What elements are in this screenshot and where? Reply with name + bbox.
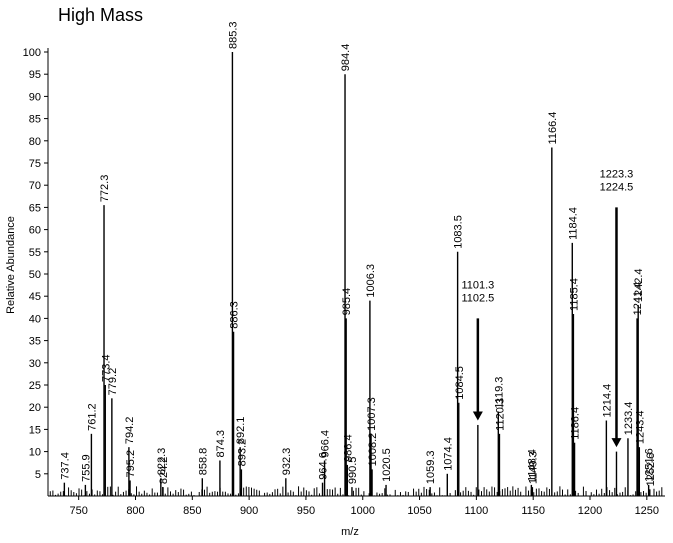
peak-label: 1120.3 <box>494 398 506 431</box>
y-tick-label: 15 <box>29 424 41 436</box>
peak-label: 1059.3 <box>425 450 437 484</box>
peak-label: 1007.3 <box>366 397 378 431</box>
x-tick-label: 1250 <box>635 505 659 517</box>
y-tick-label: 40 <box>29 313 41 325</box>
peak-label: 986.4 <box>342 434 354 462</box>
peak-label: 886.3 <box>229 301 241 329</box>
y-tick-label: 45 <box>29 291 41 303</box>
y-tick-label: 70 <box>29 180 41 192</box>
peak-label: 761.2 <box>86 403 98 431</box>
y-tick-label: 30 <box>29 358 41 370</box>
y-tick-label: 50 <box>29 269 41 281</box>
peak-label: 1252.6 <box>645 453 657 487</box>
peak-label: 1251.6 <box>644 448 656 482</box>
y-tick-label: 65 <box>29 202 41 214</box>
peak-label: 932.3 <box>281 448 293 476</box>
peak-label: 772.3 <box>99 175 111 203</box>
arrow-head <box>611 438 622 448</box>
peak-label: 822.3 <box>156 448 168 476</box>
y-tick-label: 80 <box>29 136 41 148</box>
peak-label: 984.4 <box>340 44 352 72</box>
peak-label: 1166.4 <box>547 112 559 145</box>
x-tick-label: 1100 <box>465 505 489 517</box>
y-tick-label: 5 <box>35 469 41 481</box>
peak-label: 795.2 <box>125 450 137 478</box>
peak-label: 966.4 <box>320 430 332 458</box>
x-tick-label: 1000 <box>351 505 375 517</box>
y-tick-label: 90 <box>29 91 41 103</box>
y-tick-label: 95 <box>29 69 41 81</box>
peak-label: 885.3 <box>227 21 239 49</box>
peak-label: 990.5 <box>347 457 359 485</box>
peak-label: 964.6 <box>318 452 330 480</box>
peak-label: 1020.5 <box>381 448 393 482</box>
peak-label: 779.2 <box>107 368 119 396</box>
x-tick-label: 900 <box>240 505 258 517</box>
y-tick-label: 25 <box>29 380 41 392</box>
peak-label: 874.3 <box>215 430 227 458</box>
peak-label: 1223.3 1224.5 <box>600 168 634 193</box>
peak-label: 1101.3 1102.5 <box>461 279 494 304</box>
y-tick-label: 75 <box>29 158 41 170</box>
x-tick-label: 750 <box>69 505 87 517</box>
peak-label: 794.2 <box>124 417 136 445</box>
peak-label: 1233.4 <box>623 402 635 436</box>
x-tick-label: 1150 <box>521 505 545 517</box>
peak-label: 824.2 <box>158 457 170 485</box>
plot-area: 5 10 15 20 25 30 35 40 45 50 55 60 65 70 75 80 85 90 95 100… <box>23 21 665 517</box>
peak-label: 1084.5 <box>454 366 466 400</box>
y-tick-label: 10 <box>29 447 41 459</box>
x-tick-label: 1050 <box>407 505 431 517</box>
peak-label: 773.4 <box>100 354 112 382</box>
y-tick-label: 85 <box>29 114 41 126</box>
x-tick-label: 850 <box>183 505 201 517</box>
peak-label: 737.4 <box>59 452 71 480</box>
peak-label: 1243.4 <box>634 411 646 445</box>
x-tick-label: 950 <box>297 505 315 517</box>
peak-label: 892.1 <box>235 417 247 445</box>
x-axis-label: m/z <box>341 526 359 538</box>
y-axis-label: Relative Abundance <box>5 216 17 314</box>
peak-label: 1006.3 <box>365 264 377 298</box>
x-tick-label: 1200 <box>578 505 602 517</box>
peak-label: 1185.4 <box>568 278 580 311</box>
y-tick-label: 20 <box>29 402 41 414</box>
peak-label: 1119.3 <box>493 377 505 409</box>
y-tick-label: 35 <box>29 336 41 348</box>
peak-label: 1008.2 <box>367 433 379 467</box>
peak-label: 1083.5 <box>453 215 465 249</box>
arrow-head <box>472 411 483 421</box>
peak-label: 755.9 <box>80 454 92 482</box>
x-tick-label: 800 <box>126 505 144 517</box>
peak-label: 1242.4 <box>633 268 645 302</box>
peak-label: 858.8 <box>197 448 209 476</box>
peak-label: 1184.4 <box>567 207 579 240</box>
peak-label: 1148.4 <box>526 449 538 482</box>
peak-label: 1241.4 <box>632 282 644 316</box>
chart-title: High Mass <box>58 5 144 25</box>
y-tick-label: 60 <box>29 225 41 237</box>
peak-label: 1149.3 <box>527 451 539 484</box>
peak-label: 1214.4 <box>601 384 613 418</box>
peak-label: 1186.4 <box>570 407 582 440</box>
peak-label: 1074.4 <box>442 437 454 471</box>
y-tick-label: 55 <box>29 247 41 259</box>
peak-label: 985.4 <box>341 288 353 316</box>
peak-label: 893.2 <box>236 439 248 467</box>
y-tick-label: 100 <box>23 47 41 59</box>
